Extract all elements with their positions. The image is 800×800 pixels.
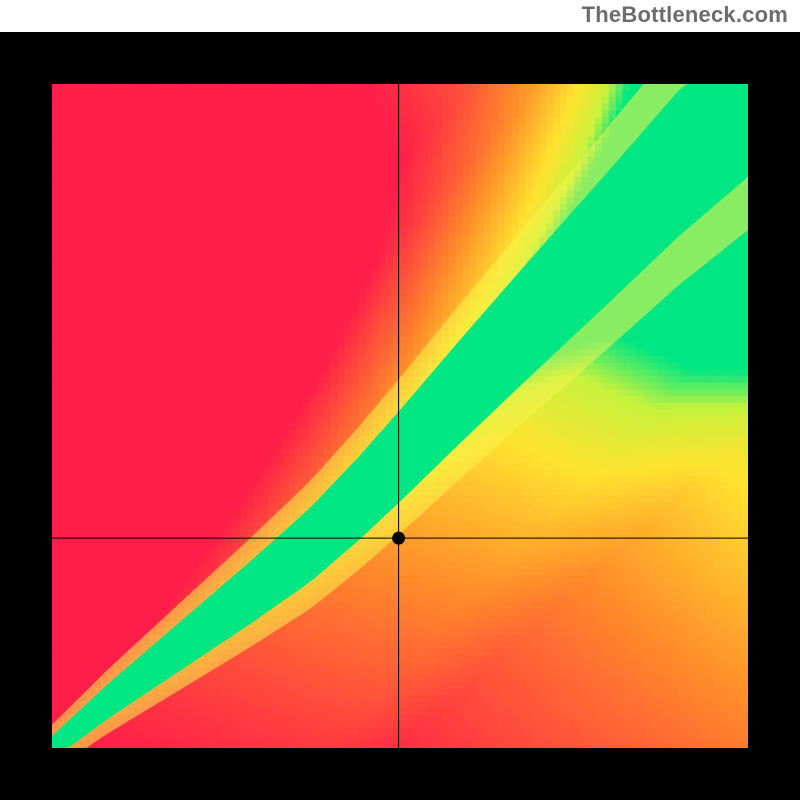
- crosshair-dot: [392, 532, 405, 545]
- bottleneck-heatmap: [0, 0, 800, 800]
